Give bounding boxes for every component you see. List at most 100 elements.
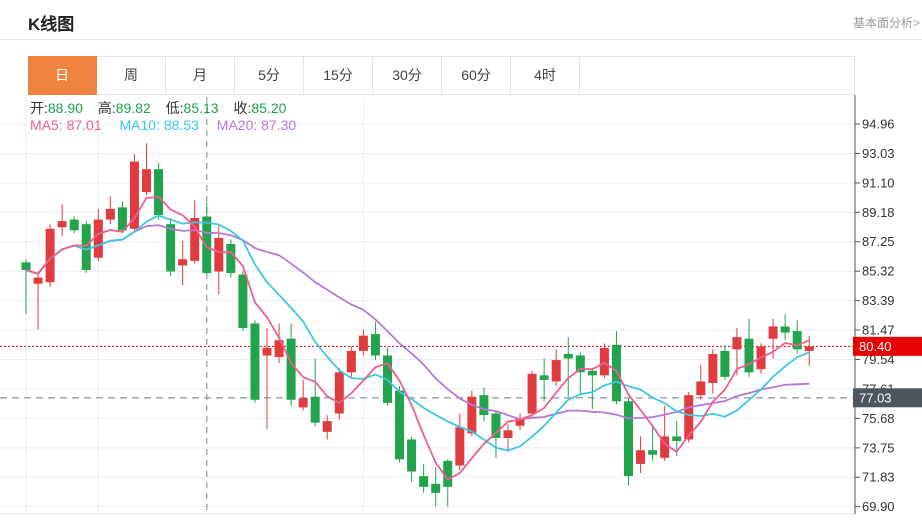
candle-down — [443, 460, 453, 487]
candle-down — [780, 326, 790, 333]
candle-down — [563, 353, 573, 359]
tab-60min[interactable]: 60分 — [442, 57, 511, 94]
candle-down — [166, 224, 176, 272]
candle-down — [744, 338, 754, 373]
candle-up — [515, 418, 525, 426]
high-value: 89.82 — [115, 100, 151, 116]
candle-up — [190, 218, 200, 261]
y-axis-label: 91.10 — [862, 175, 895, 190]
tab-30min[interactable]: 30分 — [373, 57, 442, 94]
high-label: 高: — [97, 100, 116, 116]
candle-down — [648, 450, 658, 455]
tab-month[interactable]: 月 — [166, 57, 235, 94]
low-value: 85.13 — [183, 100, 219, 116]
candle-down — [431, 483, 441, 493]
candle-up — [346, 350, 356, 373]
candle-up — [129, 161, 139, 229]
crosshair-price-badge — [853, 388, 922, 408]
fundamental-analysis-link[interactable]: 基本面分析> — [852, 16, 920, 30]
candle-down — [154, 169, 164, 216]
candle-up — [322, 421, 332, 432]
candle-down — [202, 216, 212, 274]
close-value: 85.20 — [251, 100, 287, 116]
candle-up — [660, 436, 670, 458]
candle-down — [539, 375, 549, 380]
candle-down — [491, 413, 501, 438]
candle-up — [599, 347, 609, 376]
candle-down — [419, 476, 429, 487]
candle-up — [178, 259, 188, 266]
candle-up — [527, 373, 537, 414]
interval-tabs: 日 周 月 5分 15分 30分 60分 4时 — [28, 56, 855, 95]
y-axis-label: 73.75 — [862, 440, 895, 455]
y-axis-label: 87.25 — [862, 234, 895, 249]
candle-up — [684, 395, 694, 440]
candle-up — [696, 381, 706, 396]
candle-up — [33, 277, 43, 284]
candlestick-chart[interactable]: 94.96 93.03 91.10 89.18 87.25 85.32 83.39 81.47… — [0, 95, 922, 521]
candle-down — [575, 355, 585, 373]
crosshair-price-badge-label: 77.03 — [859, 390, 892, 405]
tab-15min[interactable]: 15分 — [304, 57, 373, 94]
candle-down — [792, 331, 802, 350]
tab-5min[interactable]: 5分 — [235, 57, 304, 94]
candle-down — [370, 334, 380, 356]
candle-down — [250, 323, 260, 400]
candle-up — [274, 340, 284, 358]
candle-down — [611, 344, 621, 402]
candle-up — [467, 396, 477, 434]
candle-up — [636, 450, 646, 464]
ma5-value: MA5: 87.01 — [30, 117, 102, 133]
ma20-line — [25, 224, 810, 421]
candle-up — [298, 398, 308, 408]
open-label: 开: — [30, 100, 48, 116]
tab-day[interactable]: 日 — [28, 56, 97, 95]
candle-down — [286, 338, 296, 400]
candle-down — [81, 224, 91, 270]
candle-up — [93, 219, 103, 258]
y-axis-label: 75.68 — [862, 411, 895, 426]
candle-down — [479, 395, 489, 416]
candle-up — [455, 427, 465, 466]
y-axis-label: 93.03 — [862, 146, 895, 161]
candle-down — [720, 350, 730, 377]
candle-up — [551, 360, 561, 382]
ohlc-legend: 开:88.90 高:89.82 低:85.13 收:85.20 — [30, 98, 297, 118]
y-axis-label: 83.39 — [862, 293, 895, 308]
y-axis-label: 94.96 — [862, 117, 895, 132]
candle-up — [708, 353, 718, 383]
y-axis-label: 69.90 — [862, 499, 895, 514]
candle-up — [334, 372, 344, 414]
ma20-value: MA20: 87.30 — [216, 117, 297, 133]
chart-area: 94.96 93.03 91.10 89.18 87.25 85.32 83.39 81.47… — [0, 95, 922, 521]
candle-down — [226, 244, 236, 274]
candle-down — [587, 370, 597, 376]
candle-down — [21, 262, 31, 270]
candle-up — [732, 337, 742, 350]
candle-down — [238, 274, 248, 329]
candle-up — [804, 346, 814, 351]
ma10-value: MA10: 88.53 — [119, 117, 199, 133]
tab-week[interactable]: 周 — [97, 57, 166, 94]
last-price-badge-label: 80.40 — [859, 339, 892, 354]
candle-up — [142, 169, 151, 193]
candle-down — [395, 390, 405, 460]
candle-up — [214, 237, 224, 272]
last-price-badge — [853, 336, 922, 356]
open-value: 88.90 — [47, 100, 83, 116]
candle-down — [624, 401, 633, 477]
y-axis-label: 89.18 — [862, 205, 895, 220]
candle-up — [503, 430, 513, 438]
ma5-line — [25, 196, 810, 481]
low-label: 低: — [165, 100, 184, 116]
tab-4hour[interactable]: 4时 — [511, 57, 580, 94]
ma10-line — [25, 214, 810, 452]
y-axis-label: 81.47 — [862, 322, 895, 337]
candle-down — [117, 207, 127, 231]
candle-up — [57, 221, 67, 228]
candle-up — [358, 335, 368, 351]
candle-down — [310, 396, 320, 423]
candle-down — [672, 436, 682, 442]
candle-down — [407, 439, 417, 472]
ma-legend: MA5: 87.01 MA10: 88.53 MA20: 87.30 — [30, 117, 296, 133]
